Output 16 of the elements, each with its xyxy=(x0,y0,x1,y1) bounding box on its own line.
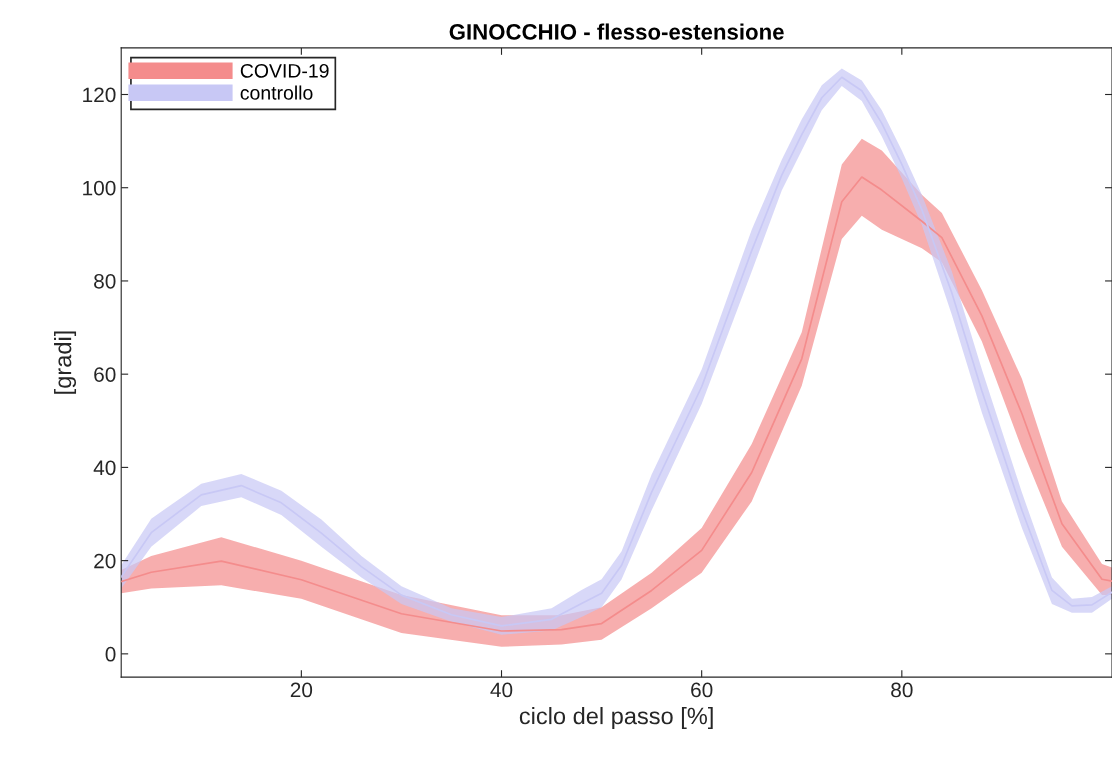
y-tick-label: 80 xyxy=(94,273,116,289)
y-tick-label: 0 xyxy=(105,646,116,662)
chart-title: GINOCCHIO - flesso-estensione xyxy=(449,23,784,40)
y-tick-label: 40 xyxy=(93,460,116,476)
y-axis-title: [gradi] xyxy=(54,331,77,394)
x-tick-label: 60 xyxy=(691,682,713,698)
y-tick-label: 100 xyxy=(83,180,116,196)
legend-label: COVID-19 xyxy=(240,63,329,78)
y-tick-label: 60 xyxy=(94,367,116,382)
x-tick-label: 40 xyxy=(490,682,513,698)
y-tick-label: 120 xyxy=(83,87,116,103)
x-tick-label: 80 xyxy=(891,682,913,698)
legend-label: controllo xyxy=(240,85,313,100)
y-tick-label: 20 xyxy=(94,553,116,569)
x-axis-title: ciclo del passo [%] xyxy=(519,707,713,730)
x-tick-label: 20 xyxy=(290,682,313,698)
